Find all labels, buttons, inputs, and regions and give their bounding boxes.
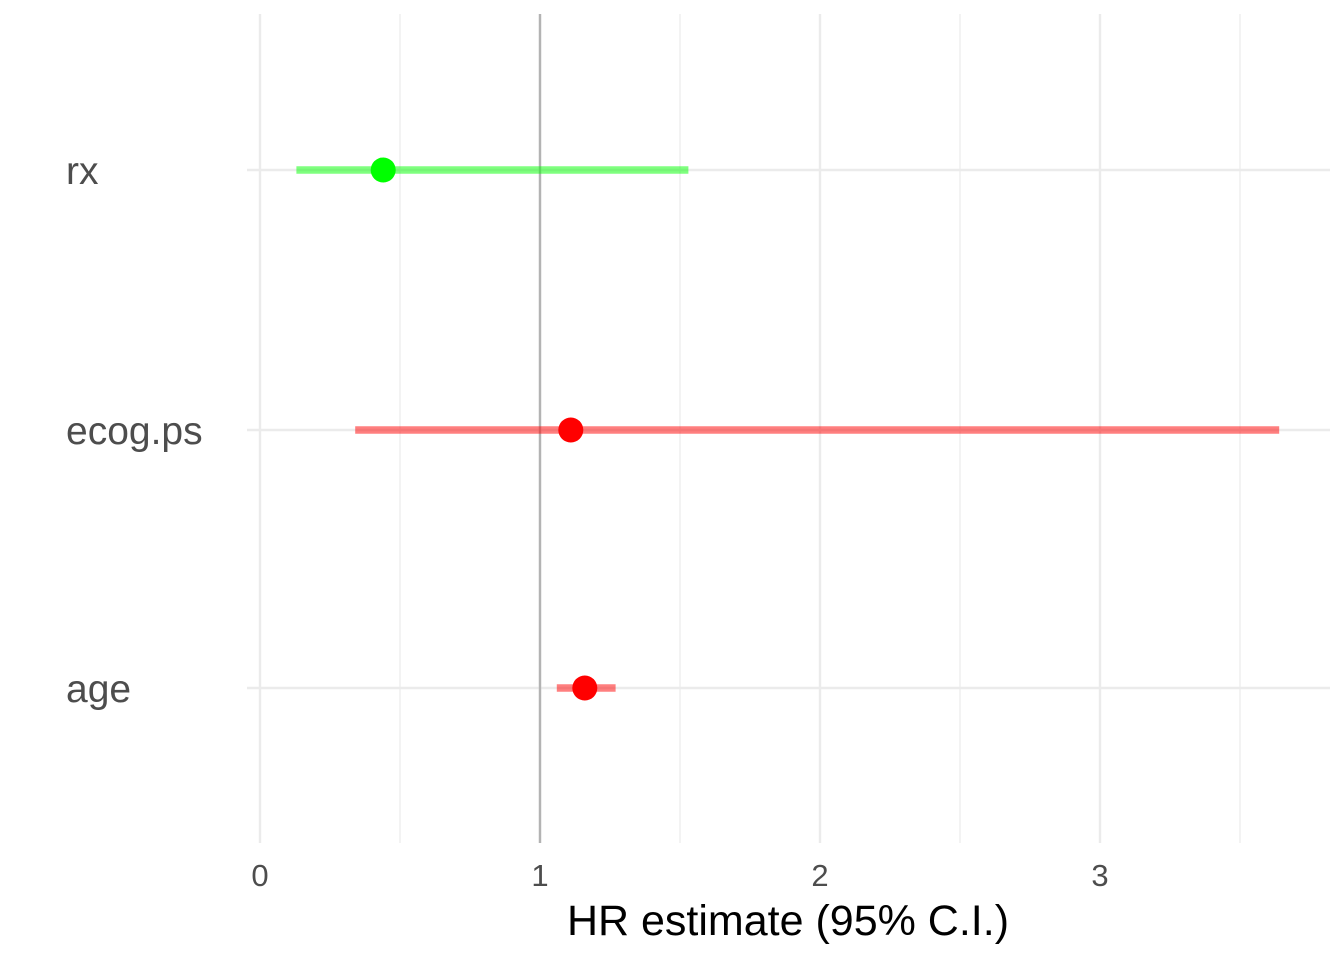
estimate-point-ecog-ps	[558, 417, 584, 443]
x-tick-label: 1	[531, 858, 548, 893]
category-label: rx	[66, 150, 99, 193]
category-label-layer: rx ecog.ps age	[66, 150, 203, 711]
x-tick-label: 0	[251, 858, 268, 893]
category-label: age	[66, 668, 131, 711]
estimate-point-rx	[370, 157, 396, 183]
x-tick-label-layer: 0 1 2 3	[251, 858, 1108, 893]
estimate-point-age	[572, 675, 598, 701]
x-axis-title: HR estimate (95% C.I.)	[567, 897, 1009, 945]
confidence-interval-layer	[296, 166, 1280, 692]
category-label: ecog.ps	[66, 410, 203, 453]
x-tick-label: 2	[811, 858, 828, 893]
x-tick-label: 3	[1091, 858, 1108, 893]
estimate-point-layer	[370, 157, 598, 701]
